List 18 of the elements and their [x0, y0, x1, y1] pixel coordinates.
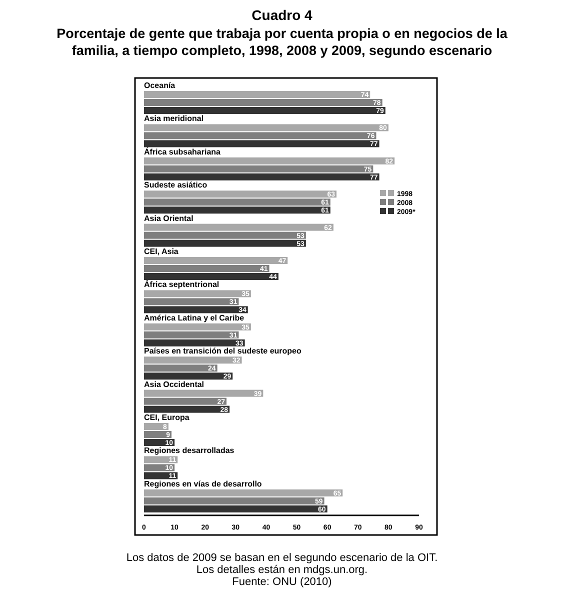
- source-note: Fuente: ONU (2010): [232, 576, 332, 588]
- y-tick-label: CEI, Europa: [144, 413, 190, 422]
- y-tick-label: Regiones desarrolladas: [144, 446, 235, 456]
- chart-subtitle: Porcentaje de gente que trabaja por cuenta propia o en negocios de la familia, a tiempo completo, 1998, 2008 y 2009, segundo escenario: [56, 26, 508, 58]
- y-tick-label: Asia meridional: [144, 114, 204, 124]
- y-tick-label: Oceanía: [144, 81, 176, 90]
- y-tick-label: América Latina y el Caribe: [144, 313, 245, 322]
- y-tick-label: África septentrional: [144, 279, 220, 290]
- text: Los detalles están en mdgs.un.org.: [196, 564, 368, 576]
- y-tick-label: Asia Occidental: [144, 380, 204, 389]
- y-tick-label: Sudeste asiático: [144, 180, 208, 190]
- y-tick-label: Regiones en vías de desarrollo: [144, 479, 262, 488]
- chart-title: Cuadro 4: [252, 7, 313, 23]
- text: Los datos de 2009 se basan en el segundo escenario de la OIT.: [126, 552, 438, 564]
- y-tick-label: Países en transición del sudeste europeo: [144, 346, 302, 356]
- y-tick-label: CEI, Asia: [144, 247, 179, 256]
- y-tick-label: Asia Oriental: [144, 214, 194, 223]
- y-tick-label: África subsahariana: [144, 146, 222, 156]
